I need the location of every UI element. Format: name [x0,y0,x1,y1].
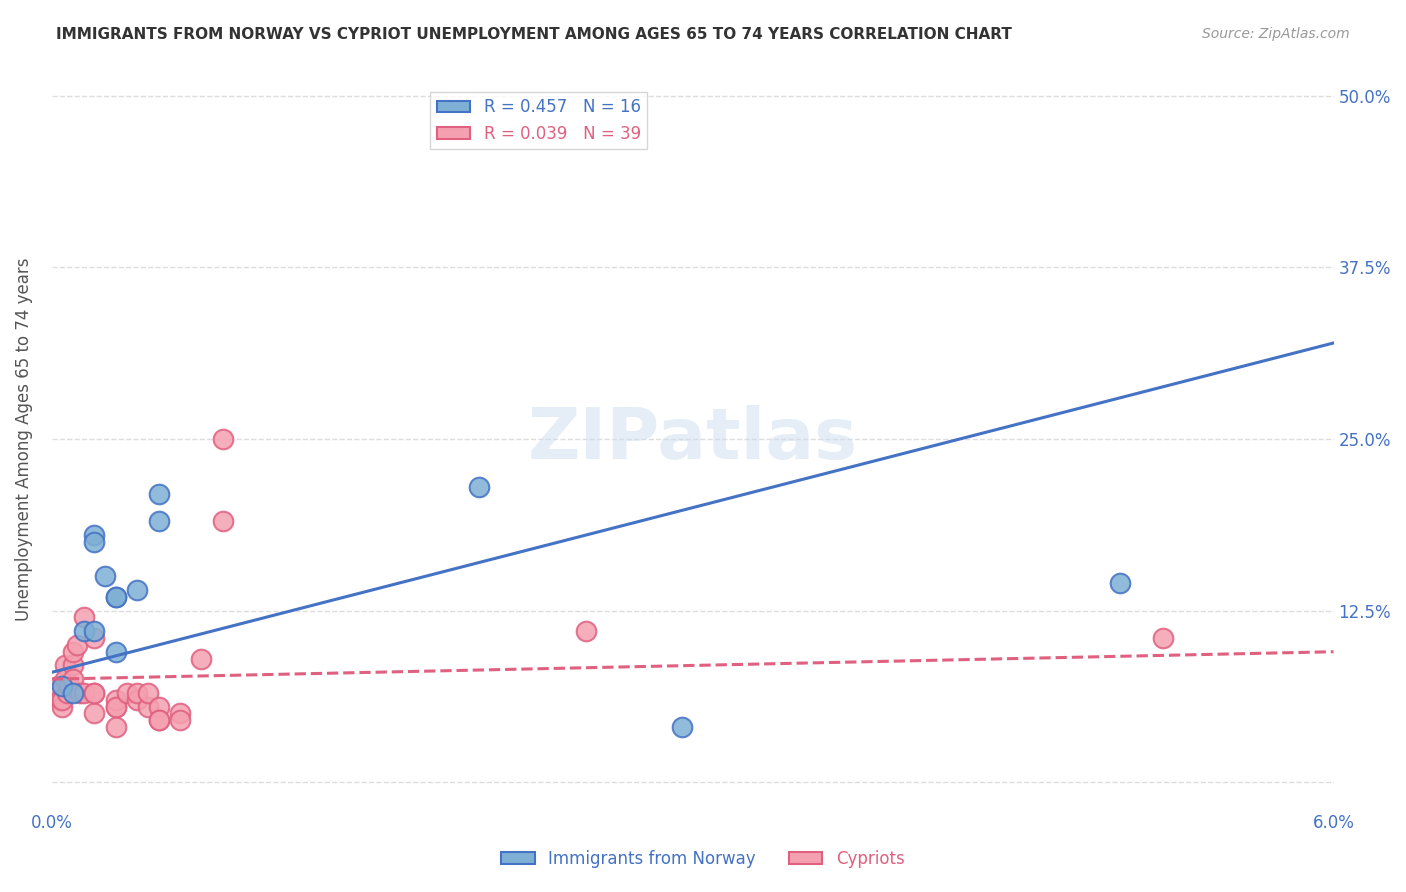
Point [69,686,91,700]
Point [83,535,105,549]
Point [104,720,127,734]
Point [62,645,84,659]
Point [53,658,76,673]
Point [104,590,127,604]
Point [575,624,598,639]
Point [51,679,73,693]
Point [58,679,80,693]
Point [136,686,159,700]
Point [104,590,127,604]
Point [127,582,149,597]
Point [83,528,105,542]
Text: IMMIGRANTS FROM NORWAY VS CYPRIOT UNEMPLOYMENT AMONG AGES 65 TO 74 YEARS CORRELA: IMMIGRANTS FROM NORWAY VS CYPRIOT UNEMPL… [56,27,1012,42]
Text: Source: ZipAtlas.com: Source: ZipAtlas.com [1202,27,1350,41]
Point [53,672,76,686]
Point [104,645,127,659]
Point [211,514,233,528]
Point [148,714,170,728]
Point [148,487,170,501]
Point [148,699,170,714]
Legend: Immigrants from Norway, Cypriots: Immigrants from Norway, Cypriots [495,844,911,875]
Point [55,686,77,700]
Point [62,672,84,686]
Point [190,651,212,665]
Point [104,692,127,706]
Point [94,569,117,583]
Point [671,720,693,734]
Point [83,706,105,721]
Point [83,631,105,645]
Point [51,699,73,714]
Point [127,692,149,706]
Point [468,480,491,494]
Point [104,699,127,714]
Point [169,706,191,721]
Point [115,686,138,700]
Point [148,514,170,528]
Point [62,686,84,700]
Point [51,692,73,706]
Point [66,638,89,652]
Legend: R = 0.457   N = 16, R = 0.039   N = 39: R = 0.457 N = 16, R = 0.039 N = 39 [430,92,647,149]
Point [169,714,191,728]
Point [211,432,233,446]
Point [83,624,105,639]
Point [46,679,69,693]
Point [49,692,72,706]
Point [83,686,105,700]
Point [127,686,149,700]
Point [73,610,96,624]
Point [136,699,159,714]
Y-axis label: Unemployment Among Ages 65 to 74 years: Unemployment Among Ages 65 to 74 years [15,257,32,621]
Point [104,699,127,714]
Point [45,686,67,700]
Point [1152,631,1174,645]
Point [73,686,96,700]
Text: ZIPatlas: ZIPatlas [527,405,858,474]
Point [62,658,84,673]
Point [148,714,170,728]
Point [73,624,96,639]
Point [83,686,105,700]
Point [1109,576,1132,591]
